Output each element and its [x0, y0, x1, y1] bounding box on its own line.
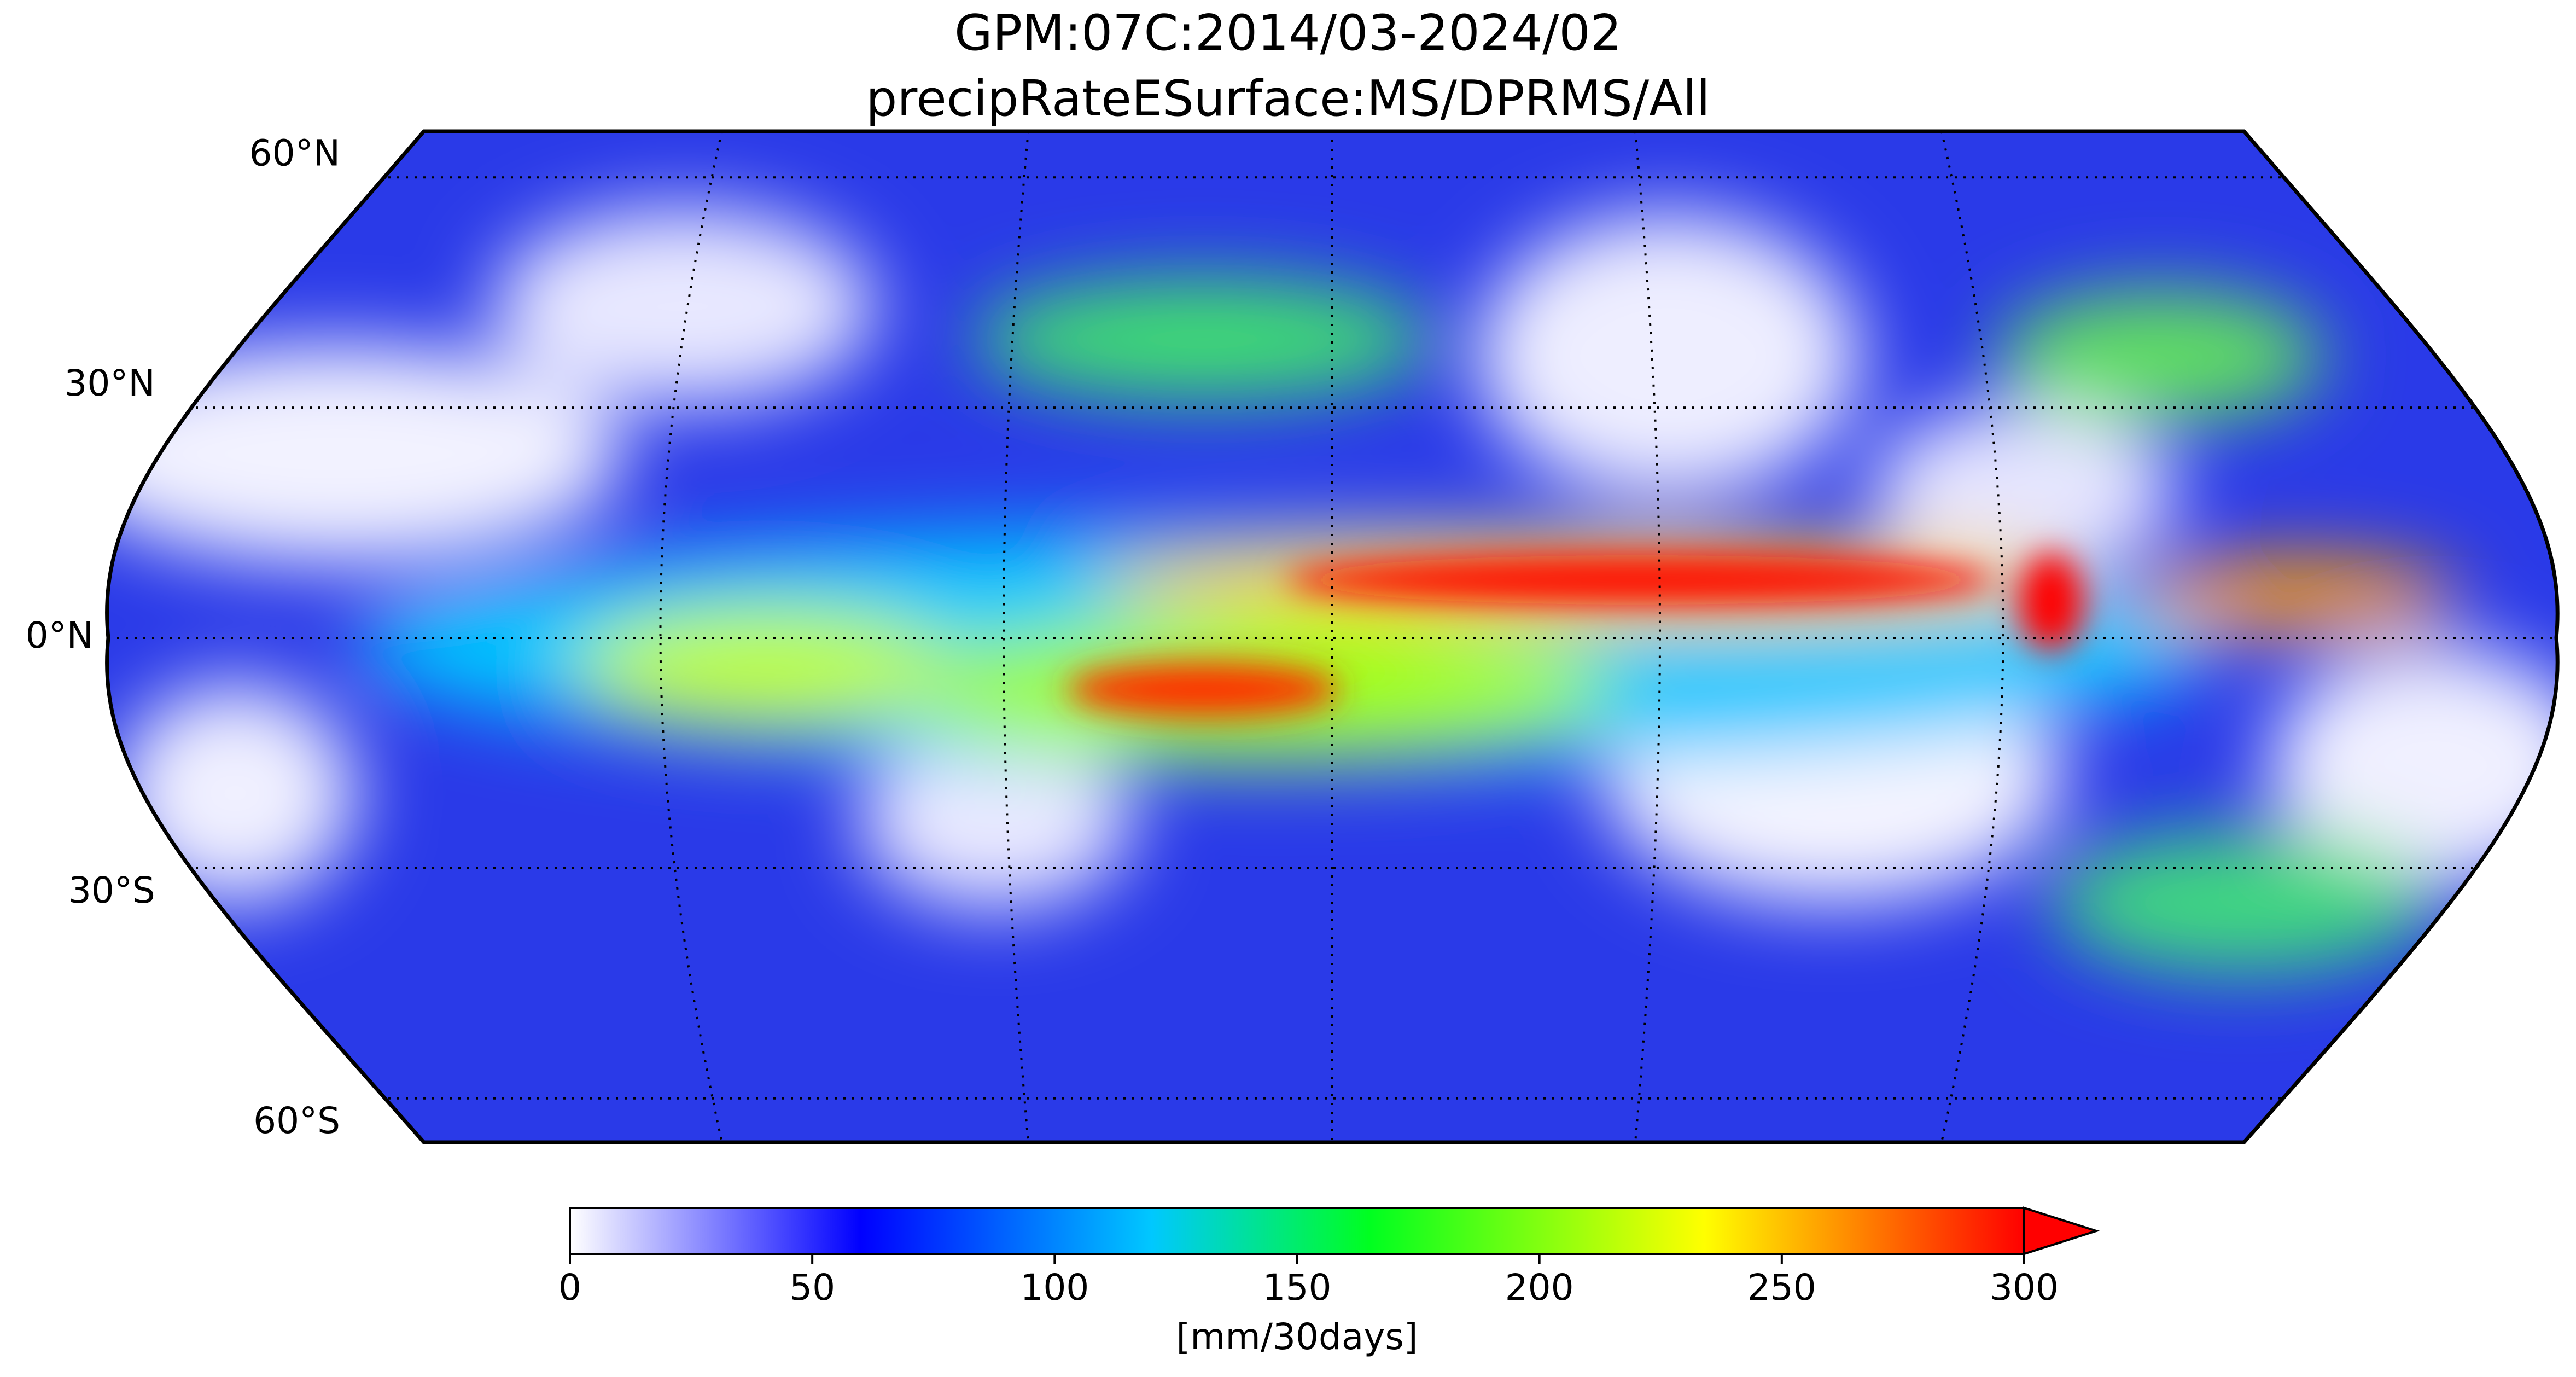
colorbar-tick-label: 300 — [1990, 1266, 2059, 1309]
title: GPM:07C:2014/03-2024/02 — [954, 4, 1622, 62]
subtitle: precipRateESurface:MS/DPRMS/All — [866, 70, 1710, 127]
colorbar-tick-label: 250 — [1747, 1266, 1816, 1309]
colorbar-tick-label: 200 — [1505, 1266, 1574, 1309]
latitude-label: 0°N — [26, 614, 94, 656]
graticule — [107, 131, 2558, 1142]
latitude-label: 30°N — [64, 362, 155, 404]
latitude-label: 60°N — [249, 132, 340, 174]
colorbar-tick-label: 100 — [1020, 1266, 1089, 1309]
latitude-label: 60°S — [253, 1100, 340, 1142]
colorbar-tick-label: 50 — [789, 1266, 835, 1309]
colorbar-label: [mm/30days] — [1176, 1316, 1418, 1358]
map-outline — [105, 129, 2560, 1144]
colorbar-tick-label: 150 — [1263, 1266, 1332, 1309]
colorbar-scale — [570, 1208, 2024, 1254]
latitude-label: 30°S — [68, 869, 155, 911]
precipitation-field — [107, 131, 2558, 1142]
colorbar-extension — [2023, 1206, 2100, 1256]
colorbar: 0 50 100 150 200 250 300 [mm/30days] — [558, 1206, 2100, 1358]
colorbar-tick-label: 0 — [558, 1266, 581, 1309]
